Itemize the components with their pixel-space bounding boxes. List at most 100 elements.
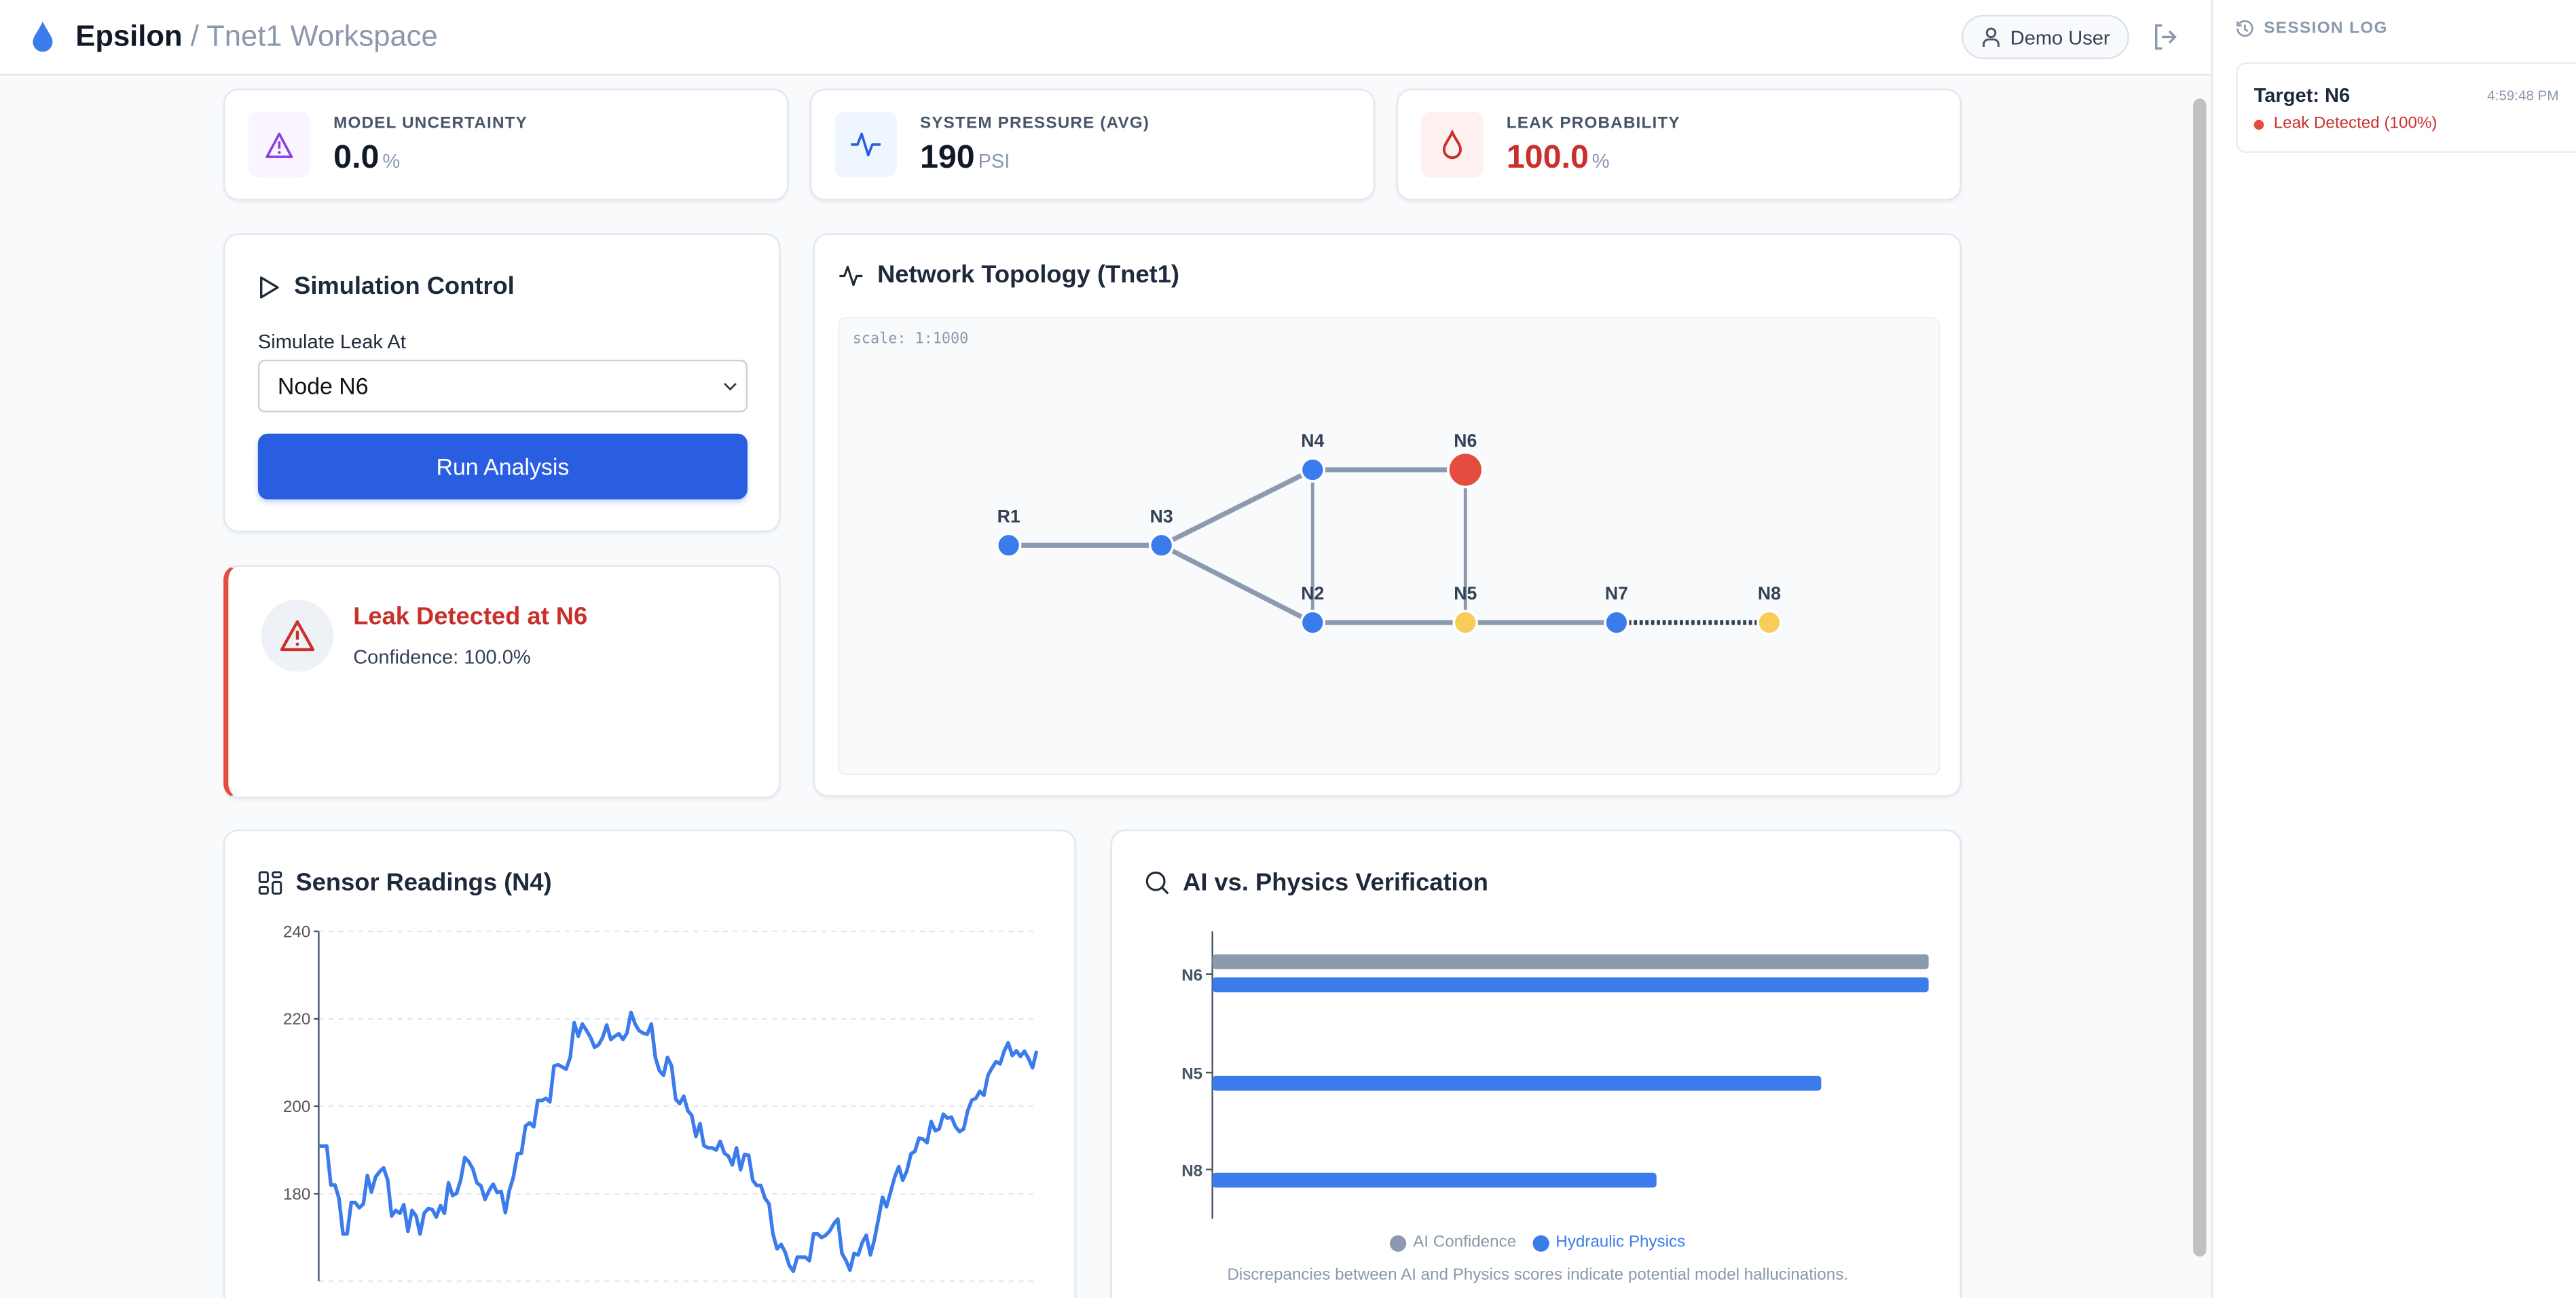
verification-card: AI vs. Physics Verification N6 N5 N8 AI Co…: [1110, 829, 1963, 1298]
warning-triangle-icon: [248, 111, 311, 178]
category-label: N6: [1181, 967, 1202, 985]
node-marker[interactable]: [1604, 610, 1630, 635]
scale-label: scale: 1:1000: [852, 331, 969, 348]
node-N5[interactable]: N5: [1452, 583, 1479, 635]
stat-number: 190: [919, 139, 975, 176]
stat-value: 0.0%: [333, 140, 400, 178]
node-R1[interactable]: R1: [995, 506, 1022, 559]
pipe-N3-N4[interactable]: [1160, 467, 1314, 548]
user-menu-button[interactable]: Demo User: [1962, 14, 2129, 60]
log-entry[interactable]: Target: N6 4:59:48 PM Leak Detected (100…: [2236, 62, 2576, 153]
node-N3[interactable]: N3: [1148, 506, 1175, 559]
y-tick-label: 220: [283, 1010, 310, 1028]
legend-label: Hydraulic Physics: [1556, 1234, 1686, 1252]
chart-legend: AI Confidence Hydraulic Physics: [1112, 1234, 1963, 1252]
category-label: N5: [1181, 1065, 1202, 1083]
leak-node-label: Simulate Leak At: [257, 330, 406, 354]
app-name: Epsilon: [75, 20, 183, 53]
node-marker[interactable]: [995, 532, 1022, 559]
history-icon: [2237, 20, 2253, 37]
node-label: N5: [1454, 583, 1477, 604]
sensor-readings-card: Sensor Readings (N4) 180 200 220 240: [223, 829, 1076, 1298]
log-status: Leak Detected (100%): [2273, 115, 2437, 133]
activity-icon: [839, 265, 863, 286]
app-title: Epsilon / Tnet1 Workspace: [75, 20, 437, 54]
node-label: N2: [1301, 583, 1324, 604]
legend-hydraulic-physics[interactable]: Hydraulic Physics: [1532, 1234, 1685, 1252]
node-marker[interactable]: [1148, 532, 1175, 559]
y-tick-label: 200: [283, 1098, 310, 1116]
droplet-icon: [1420, 111, 1484, 178]
stat-label: SYSTEM PRESSURE (AVG): [919, 115, 1150, 133]
run-analysis-button[interactable]: Run Analysis: [257, 433, 748, 500]
bar-N5-hydraulic-physics[interactable]: [1212, 1075, 1822, 1091]
stat-card-model-uncertainty: MODEL UNCERTAINTY 0.0%: [223, 88, 789, 201]
node-N2[interactable]: N2: [1300, 583, 1326, 635]
y-tick-label: 180: [283, 1185, 310, 1204]
card-title: Sensor Readings (N4): [295, 868, 552, 897]
node-label: N6: [1454, 430, 1477, 451]
verification-bar-chart: N6 N5 N8: [1181, 931, 1929, 1219]
sensor-series-line: [318, 1010, 1039, 1274]
session-log-panel: SESSION LOG Target: N6 4:59:48 PM Leak D…: [2211, 0, 2576, 1298]
stat-number: 100.0: [1506, 139, 1589, 176]
main-scrollbar[interactable]: [2193, 98, 2207, 1257]
node-label: N3: [1150, 506, 1173, 526]
stat-number: 0.0: [333, 139, 380, 176]
logout-icon[interactable]: [2152, 23, 2179, 51]
alert-confidence: Confidence: 100.0%: [353, 645, 531, 669]
bar-N8-hydraulic-physics[interactable]: [1212, 1172, 1657, 1188]
top-header: Epsilon / Tnet1 Workspace Demo User: [0, 0, 2211, 76]
node-marker[interactable]: [1300, 457, 1326, 483]
node-marker[interactable]: [1447, 451, 1484, 489]
status-dot: [2253, 119, 2264, 129]
stat-unit: %: [1591, 149, 1610, 173]
selected-node: Node N6: [277, 373, 369, 399]
node-N4[interactable]: N4: [1300, 430, 1326, 483]
simulation-control-card: Simulation Control Simulate Leak At Node…: [223, 233, 781, 532]
legend-ai-confidence[interactable]: AI Confidence: [1390, 1234, 1516, 1252]
alert-icon-circle: [261, 599, 334, 672]
alert-title: Leak Detected at N6: [353, 602, 588, 631]
user-name: Demo User: [2010, 25, 2110, 49]
log-time: 4:59:48 PM: [2487, 87, 2559, 104]
card-title: AI vs. Physics Verification: [1183, 868, 1488, 897]
chevron-down-icon: [724, 383, 737, 391]
node-marker[interactable]: [1756, 610, 1782, 635]
activity-icon: [834, 111, 898, 178]
workspace-name: / Tnet1 Workspace: [190, 20, 438, 53]
node-N7[interactable]: N7: [1604, 583, 1630, 635]
sensor-line-chart: 180 200 220 240: [283, 923, 1039, 1282]
droplet-logo-icon: [33, 21, 53, 52]
legend-swatch: [1532, 1234, 1549, 1251]
warning-triangle-icon: [280, 620, 315, 652]
stat-value: 100.0%: [1507, 140, 1610, 178]
node-marker[interactable]: [1452, 610, 1479, 635]
stat-value: 190 PSI: [920, 140, 1010, 178]
stat-label: LEAK PROBABILITY: [1506, 115, 1680, 133]
network-topology-card: Network Topology (Tnet1) scale: 1:1000 R…: [813, 233, 1962, 797]
card-title: Simulation Control: [294, 272, 515, 301]
node-N6[interactable]: N6: [1447, 430, 1484, 489]
stat-card-leak-probability: LEAK PROBABILITY 100.0%: [1396, 88, 1962, 201]
user-icon: [1982, 27, 2000, 47]
y-tick-label: 240: [283, 923, 310, 941]
category-label: N8: [1181, 1162, 1202, 1180]
stat-unit: %: [382, 149, 401, 173]
chart-caption: Discrepancies between AI and Physics sco…: [1227, 1266, 1849, 1285]
node-marker[interactable]: [1300, 610, 1326, 635]
search-icon: [1145, 871, 1169, 895]
node-N8[interactable]: N8: [1756, 583, 1782, 635]
node-label: N4: [1301, 430, 1324, 451]
card-title: Network Topology (Tnet1): [877, 261, 1180, 289]
pipe-N3-N2[interactable]: [1160, 543, 1314, 625]
node-label: N8: [1758, 583, 1781, 604]
session-log-title: SESSION LOG: [2264, 20, 2388, 38]
bar-N6-ai-confidence[interactable]: [1212, 954, 1929, 969]
topology-graph: R1 N3 N4 N6 N2 N5 N7 N8: [995, 430, 1782, 635]
log-target: Target: N6: [2253, 84, 2351, 107]
leak-node-select[interactable]: Node N6: [257, 359, 748, 413]
bar-N6-hydraulic-physics[interactable]: [1212, 977, 1929, 993]
leak-alert-card: Leak Detected at N6 Confidence: 100.0%: [223, 565, 781, 798]
